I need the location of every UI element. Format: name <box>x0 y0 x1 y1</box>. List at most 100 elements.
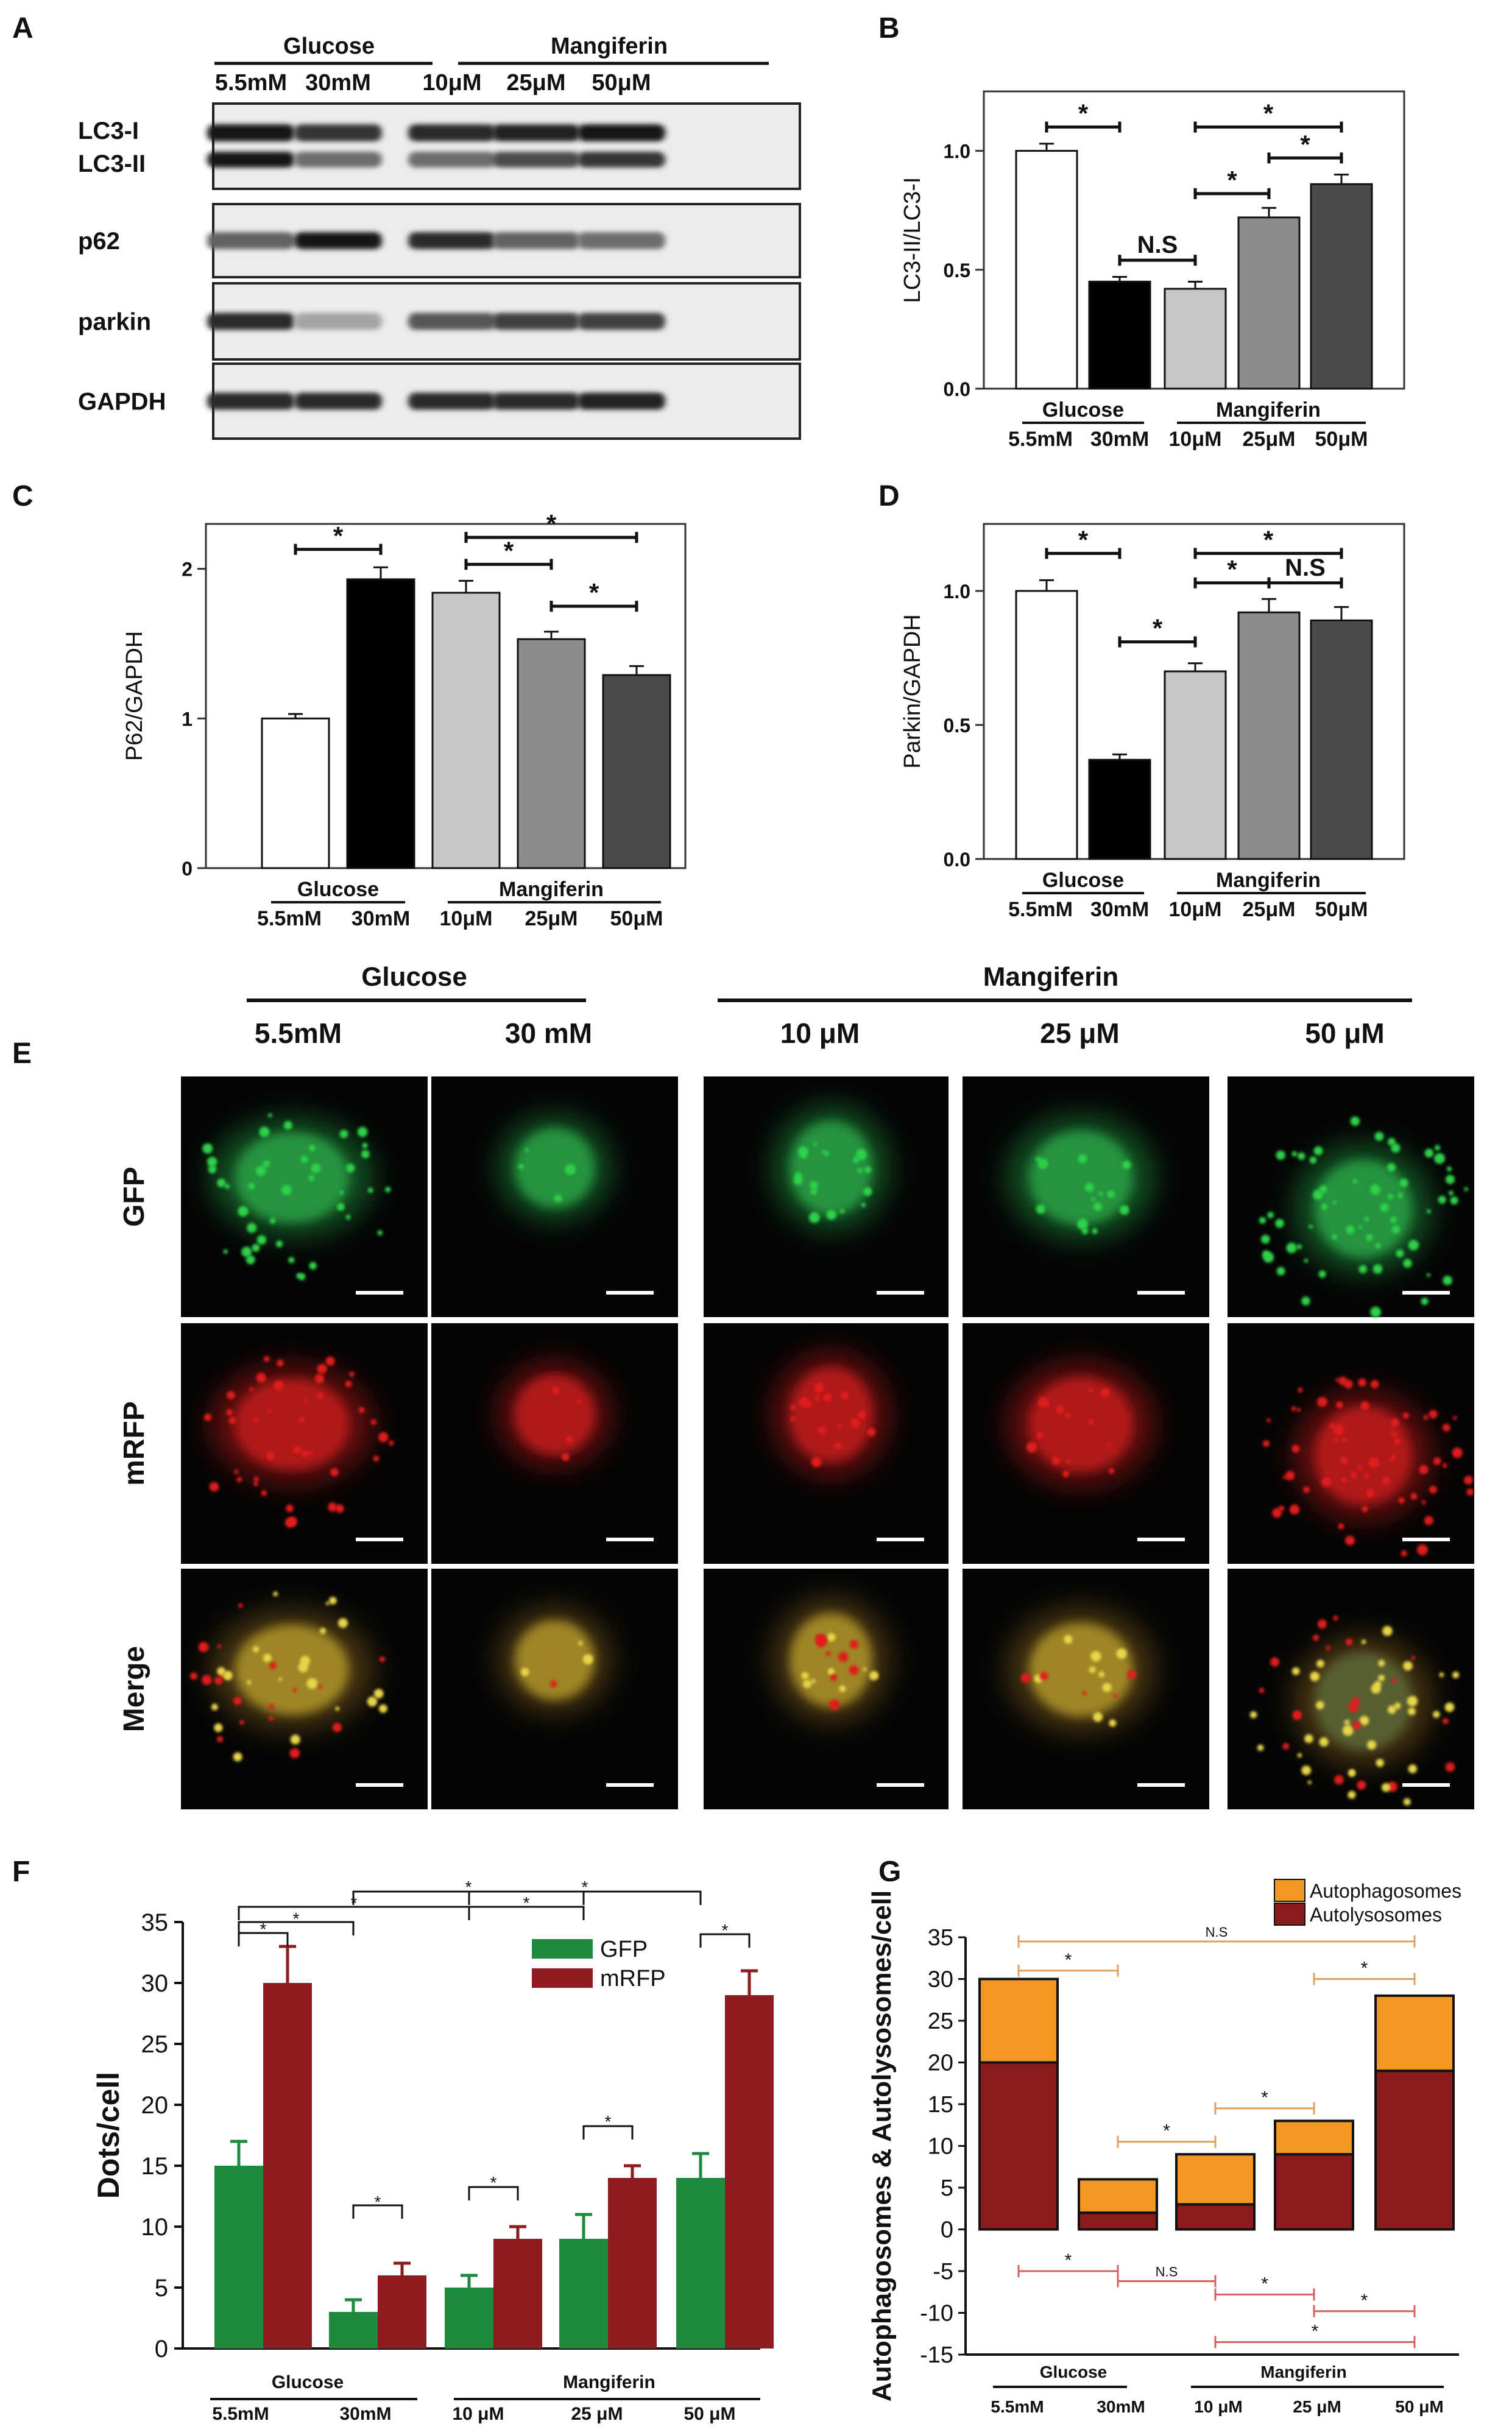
micro-punctum <box>1358 1265 1367 1274</box>
y-tick-label: 1 <box>182 708 193 730</box>
group-label: Mangiferin <box>1216 398 1321 422</box>
y-tick-label: 2 <box>182 559 193 581</box>
micro-punctum <box>830 1673 838 1681</box>
y-tick-label: -10 <box>920 2301 953 2327</box>
micro-punctum <box>300 1156 308 1164</box>
micro-punctum <box>1382 1477 1390 1485</box>
micro-punctum <box>1352 1179 1357 1184</box>
category-label: 10μM <box>440 907 493 930</box>
micro-punctum <box>283 1120 292 1130</box>
sig-label: N.S <box>1285 554 1326 581</box>
micro-tile <box>181 1323 428 1564</box>
micro-punctum <box>1089 1666 1096 1673</box>
micro-punctum <box>1317 1397 1327 1407</box>
micro-punctum <box>1292 1710 1302 1720</box>
micro-punctum <box>293 1445 302 1454</box>
bar <box>1088 758 1151 860</box>
micro-punctum <box>345 1214 351 1220</box>
micro-punctum <box>1390 1216 1397 1223</box>
micro-punctum <box>1448 1190 1454 1196</box>
micro-punctum <box>224 1184 230 1189</box>
micro-punctum <box>1336 1401 1343 1408</box>
micro-punctum <box>1333 1424 1344 1435</box>
micro-punctum <box>1260 1234 1270 1244</box>
micro-punctum <box>1045 1403 1049 1407</box>
micro-punctum <box>253 1481 258 1486</box>
micro-punctum <box>861 1203 866 1207</box>
micro-punctum <box>805 1401 812 1408</box>
micro-punctum <box>238 1603 243 1608</box>
category-label: 5.5mM <box>212 2404 269 2424</box>
micro-punctum <box>278 1677 283 1681</box>
micro-punctum <box>1429 1410 1438 1419</box>
micro-punctum <box>1304 1734 1313 1744</box>
micro-punctum <box>810 1181 819 1190</box>
micro-punctum <box>1464 1475 1473 1485</box>
micro-punctum <box>330 1468 339 1477</box>
micro-punctum <box>234 1469 239 1474</box>
micro-punctum <box>1036 1432 1044 1439</box>
micro-punctum <box>1357 1780 1366 1790</box>
micro-punctum <box>1091 1196 1096 1201</box>
micro-tile <box>181 1076 428 1317</box>
micro-punctum <box>818 1426 827 1435</box>
micro-punctum <box>518 1164 524 1170</box>
micro-tile <box>704 1569 949 1809</box>
micro-punctum <box>814 1396 820 1402</box>
micro-punctum <box>1291 1406 1296 1412</box>
y-tick-label: 30 <box>928 1967 953 1993</box>
micro-punctum <box>1390 1418 1399 1427</box>
sig-label: * <box>1078 525 1089 554</box>
micro-punctum <box>1370 1306 1381 1318</box>
y-tick-label: 25 <box>141 2031 169 2058</box>
micro-nucleus <box>790 1613 872 1708</box>
micro-punctum <box>273 1591 278 1597</box>
micro-punctum <box>1297 1753 1302 1758</box>
micro-group-mangiferin: Mangiferin <box>983 962 1118 992</box>
micro-punctum <box>1340 1457 1348 1465</box>
sig-label: * <box>1227 166 1237 194</box>
micro-nucleus <box>1029 1377 1133 1471</box>
category-label: 10μM <box>1169 428 1222 451</box>
micro-punctum <box>550 1680 557 1688</box>
micro-punctum <box>317 1393 323 1399</box>
sig-label: * <box>1312 2321 1319 2341</box>
sig-label: N.S <box>1156 2264 1178 2279</box>
micro-column-label: 5.5mM <box>255 1017 342 1049</box>
micro-punctum <box>1434 1145 1441 1151</box>
micro-punctum <box>1396 1249 1404 1258</box>
micro-punctum <box>1345 1638 1353 1646</box>
micro-punctum <box>1039 1672 1048 1681</box>
micro-punctum <box>1365 1234 1373 1242</box>
y-axis-label: Parkin/GAPDH <box>900 614 925 768</box>
micro-punctum <box>1438 1195 1446 1204</box>
micro-punctum <box>849 1640 859 1649</box>
category-label: 5.5mM <box>991 2397 1044 2416</box>
micro-punctum <box>328 1502 337 1512</box>
micro-punctum <box>863 1187 872 1196</box>
blot-band-lower <box>578 152 665 168</box>
micro-punctum <box>269 1703 275 1709</box>
micro-punctum <box>1257 1744 1264 1751</box>
micro-punctum <box>263 1355 270 1362</box>
blot-group-mangiferin: Mangiferin <box>551 34 668 59</box>
sig-bracket <box>238 1921 355 1935</box>
blot-label: parkin <box>78 309 151 336</box>
micro-punctum <box>1439 1672 1444 1677</box>
micro-punctum <box>1429 1485 1437 1494</box>
micro-punctum <box>241 1246 252 1257</box>
bar-autolysosomes <box>1175 2203 1256 2231</box>
micro-punctum <box>361 1150 370 1159</box>
micro-punctum <box>1313 1635 1319 1641</box>
micro-punctum <box>1452 1671 1460 1678</box>
y-tick-label: 1.0 <box>944 581 970 603</box>
micro-punctum <box>828 1699 840 1711</box>
sig-label: * <box>722 1921 729 1940</box>
group-label: Glucose <box>272 2372 344 2392</box>
micro-punctum <box>790 1404 796 1410</box>
micro-punctum <box>222 1670 233 1681</box>
micro-punctum <box>1282 1743 1290 1750</box>
blot-band <box>492 313 580 330</box>
micro-punctum <box>1036 1204 1045 1214</box>
